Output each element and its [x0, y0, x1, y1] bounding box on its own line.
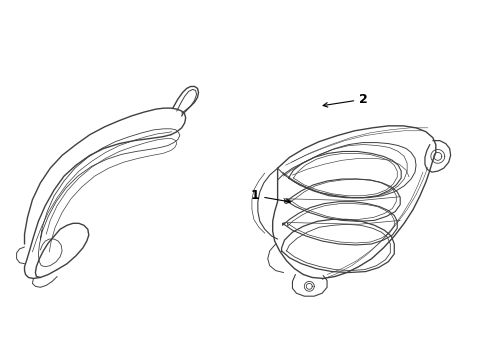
Text: 1: 1 — [250, 189, 291, 203]
Text: 2: 2 — [323, 93, 368, 107]
